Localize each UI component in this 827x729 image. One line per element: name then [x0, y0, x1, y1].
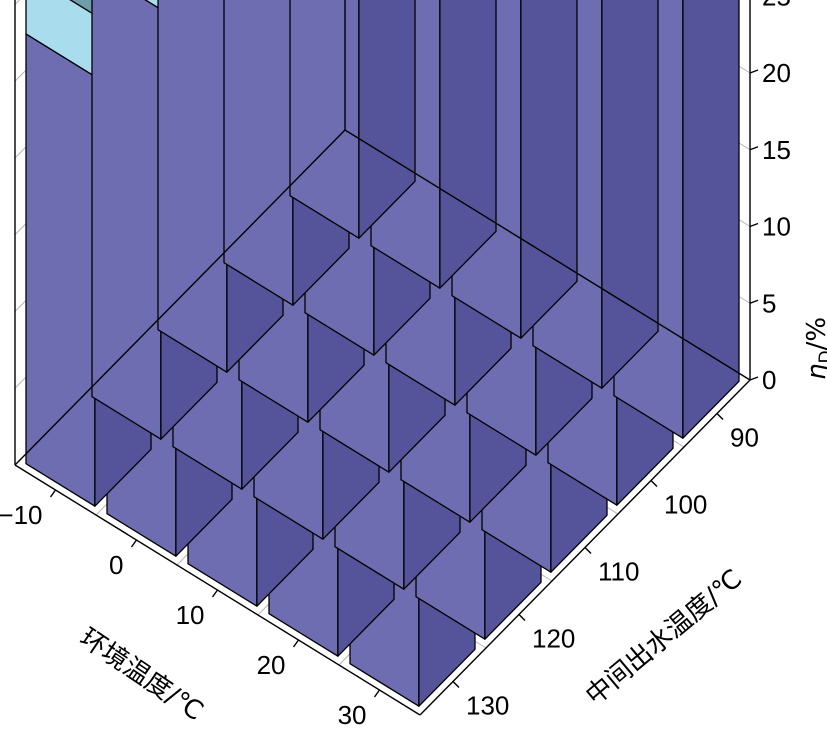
bar-body-side [601, 0, 659, 389]
y-tick-mark [716, 413, 724, 420]
z-tick-mark [749, 146, 759, 151]
bar-cap-front [144, 0, 162, 11]
z-tick-label: 25 [762, 0, 791, 11]
z-axis-title-tail: /% [802, 317, 827, 350]
z-tick-label: 5 [762, 288, 776, 318]
z-tick-mark [749, 222, 759, 228]
z-axis-title: ηD/% [802, 317, 827, 380]
x-tick-mark [211, 589, 219, 598]
x-tick-label: 20 [257, 650, 286, 680]
bar-body-front [289, 0, 360, 239]
z-axis-title-sub: D [816, 350, 827, 363]
z-tick-mark [749, 69, 759, 74]
z-tick-mark [749, 376, 759, 381]
frame-edge [344, 129, 751, 381]
x-tick-label: 10 [176, 600, 205, 630]
y-tick-label: 100 [664, 490, 707, 520]
x-tick-mark [373, 689, 381, 698]
y-tick-label: 130 [466, 691, 509, 721]
bar-body-side [439, 0, 497, 289]
bar-body-side [358, 0, 416, 239]
z-tick-label: 15 [762, 135, 791, 165]
bar-body-front [25, 33, 96, 507]
bars [25, 0, 740, 707]
x-tick-label: 30 [338, 700, 367, 729]
x-tick-label: 0 [109, 550, 123, 580]
bar-body-front [157, 0, 228, 373]
y-tick-mark [518, 614, 526, 621]
x-tick-label: −10 [0, 500, 43, 530]
y-tick-label: 110 [598, 557, 639, 587]
x-axis-title: 环境温度/℃ [74, 623, 208, 727]
z-tick-label: 0 [762, 365, 776, 395]
z-tick-label: 20 [762, 58, 791, 88]
z-axis-title-main: η [802, 364, 827, 380]
bar-−10-130 [289, 0, 416, 239]
y-tick-mark [650, 480, 658, 487]
y-tick-mark [452, 681, 460, 688]
z-tick-mark [749, 299, 759, 304]
z-tick-label: 10 [762, 212, 791, 242]
frame-edge [14, 129, 346, 466]
y-tick-label: 120 [532, 624, 575, 654]
x-tick-mark [49, 489, 57, 498]
x-tick-mark [130, 539, 138, 548]
y-tick-mark [584, 547, 592, 554]
y-tick-label: 90 [730, 423, 759, 453]
x-tick-mark [292, 639, 300, 648]
bar-body-side [520, 0, 578, 339]
bar-body-side [682, 0, 740, 439]
bar-body-front [91, 0, 162, 440]
bar-body-front [223, 0, 294, 306]
